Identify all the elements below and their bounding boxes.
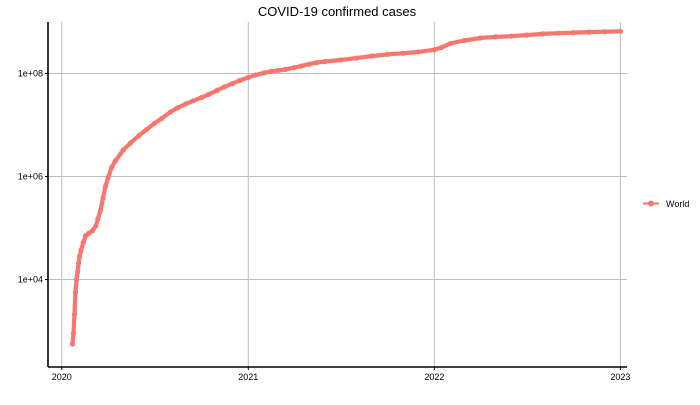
data-point xyxy=(77,253,83,260)
data-point xyxy=(314,60,320,66)
y-tick-label: 1e+04 xyxy=(18,275,43,285)
legend-swatch-dot xyxy=(648,200,654,207)
data-point xyxy=(539,31,546,37)
data-point xyxy=(524,32,530,38)
data-point xyxy=(72,289,79,296)
data-point xyxy=(198,95,204,101)
data-point xyxy=(322,58,328,65)
data-point xyxy=(120,147,126,153)
series-layer xyxy=(69,28,624,347)
data-point xyxy=(602,29,608,35)
data-point xyxy=(167,109,173,115)
legend: World xyxy=(643,199,689,209)
y-tick-label: 1e+06 xyxy=(18,172,43,182)
data-point xyxy=(93,223,99,229)
series-line-world xyxy=(70,29,623,347)
data-point xyxy=(151,120,158,126)
data-point xyxy=(183,101,189,107)
data-point xyxy=(275,67,281,73)
data-point xyxy=(85,231,91,237)
data-point xyxy=(268,68,274,74)
data-point xyxy=(95,216,101,222)
data-point xyxy=(71,311,78,317)
data-point xyxy=(384,51,390,58)
data-point xyxy=(78,247,84,253)
data-point xyxy=(136,132,142,138)
axes: 1e+04 1e+06 1e+08 2020 2021 2022 2023 xyxy=(18,22,630,382)
grid xyxy=(48,22,627,367)
data-point xyxy=(369,53,375,59)
data-point xyxy=(508,33,514,39)
legend-label-world: World xyxy=(666,199,689,209)
data-point xyxy=(128,140,134,146)
data-point xyxy=(69,341,76,347)
data-point xyxy=(261,70,267,76)
data-point xyxy=(555,30,561,36)
data-point xyxy=(492,34,499,40)
x-tick-label: 2021 xyxy=(238,372,258,382)
data-point xyxy=(143,127,149,133)
data-point xyxy=(75,269,81,275)
data-point xyxy=(190,98,196,104)
data-point xyxy=(174,105,181,111)
data-point xyxy=(80,240,86,246)
data-point xyxy=(100,195,106,201)
chart-title: COVID-19 confirmed cases xyxy=(258,4,417,19)
x-tick-label: 2023 xyxy=(610,372,630,382)
data-point xyxy=(353,55,359,61)
data-point xyxy=(431,47,437,53)
data-point xyxy=(617,28,624,34)
data-point xyxy=(400,50,406,56)
data-point xyxy=(438,44,445,51)
data-point xyxy=(237,77,243,84)
y-tick-label: 1e+08 xyxy=(18,69,43,79)
data-point xyxy=(461,37,467,44)
data-point xyxy=(252,72,258,78)
data-point xyxy=(229,80,236,87)
data-point xyxy=(103,183,109,189)
data-point xyxy=(298,63,304,69)
data-point xyxy=(214,87,220,93)
data-point xyxy=(112,158,118,164)
data-point xyxy=(221,84,227,90)
data-point xyxy=(159,115,165,122)
data-point xyxy=(245,74,251,80)
data-point xyxy=(97,207,104,213)
data-point xyxy=(338,57,344,63)
data-point xyxy=(477,35,483,41)
data-point xyxy=(306,61,313,67)
data-point xyxy=(586,29,592,35)
data-point xyxy=(291,65,297,71)
x-tick-label: 2020 xyxy=(52,372,72,382)
data-point xyxy=(282,66,289,72)
data-point xyxy=(89,228,95,234)
data-point xyxy=(447,41,453,47)
data-point xyxy=(206,91,212,97)
data-point xyxy=(570,29,577,36)
data-point xyxy=(73,277,80,283)
data-point xyxy=(109,164,115,170)
x-tick-label: 2022 xyxy=(424,372,444,382)
data-point xyxy=(70,330,77,336)
data-point xyxy=(76,260,82,266)
data-point xyxy=(415,49,422,55)
data-point xyxy=(105,175,111,181)
